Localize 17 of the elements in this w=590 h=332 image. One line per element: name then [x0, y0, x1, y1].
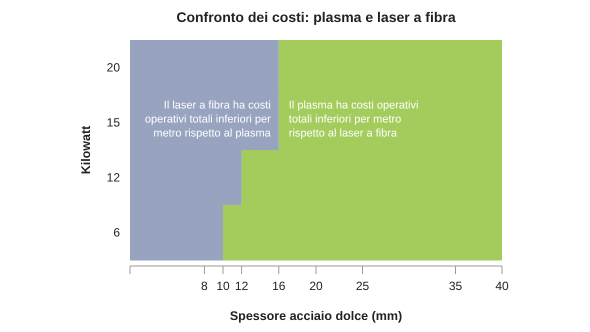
chart-title: Confronto dei costi: plasma e laser a fibra — [176, 9, 456, 25]
x-tick-label: 35 — [448, 279, 462, 293]
y-tick-label: 12 — [106, 170, 120, 184]
y-tick-label: 20 — [106, 60, 120, 74]
annotation: Il laser a fibra ha costi operativi totali inferiori per metro rispetto al plasma — [144, 100, 272, 140]
x-tick-label: 25 — [356, 279, 370, 293]
x-tick-label: 12 — [234, 279, 249, 293]
y-tick-label: 6 — [113, 226, 120, 240]
x-tick-label: 8 — [201, 279, 208, 293]
x-tick-label: 16 — [272, 279, 286, 293]
x-tick-label: 10 — [216, 279, 230, 293]
x-axis-title: Spessore acciaio dolce (mm) — [230, 309, 402, 323]
y-axis-title: Kilowatt — [79, 124, 93, 174]
y-tick-label: 15 — [106, 116, 120, 130]
annotation: Il plasma ha costi operativi totali inferiori per metro rispetto al laser a fibra — [288, 100, 418, 140]
x-tick-label: 40 — [495, 279, 509, 293]
x-tick-label: 20 — [309, 279, 323, 293]
